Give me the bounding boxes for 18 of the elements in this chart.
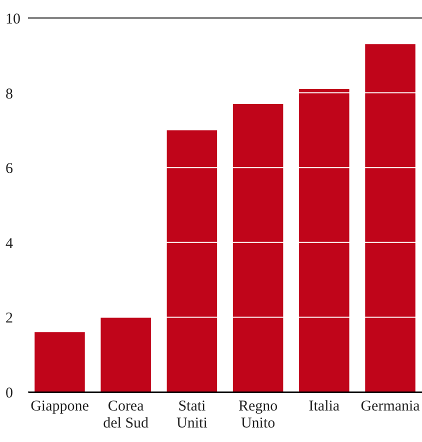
y-tick-label: 10: [6, 12, 20, 28]
bar: [365, 44, 416, 392]
x-tick-label: Corea del Sud: [103, 398, 150, 432]
x-tick-label: Regno Unito: [238, 398, 278, 432]
y-tick-label: 6: [6, 161, 14, 178]
bar: [232, 104, 284, 392]
x-tick-label: Germania: [360, 398, 420, 414]
y-tick-label: 2: [6, 310, 13, 327]
bar: [299, 89, 350, 392]
bar: [34, 332, 85, 392]
bar: [166, 130, 218, 392]
x-tick-label: Stati Uniti: [176, 398, 208, 432]
x-tick-label: Giappone: [30, 398, 90, 414]
y-tick-label: 4: [6, 236, 14, 252]
y-tick-label: 8: [6, 86, 13, 102]
x-tick-label: Italia: [308, 398, 340, 414]
y-tick-label: 0: [6, 386, 13, 402]
bar: [100, 317, 151, 392]
